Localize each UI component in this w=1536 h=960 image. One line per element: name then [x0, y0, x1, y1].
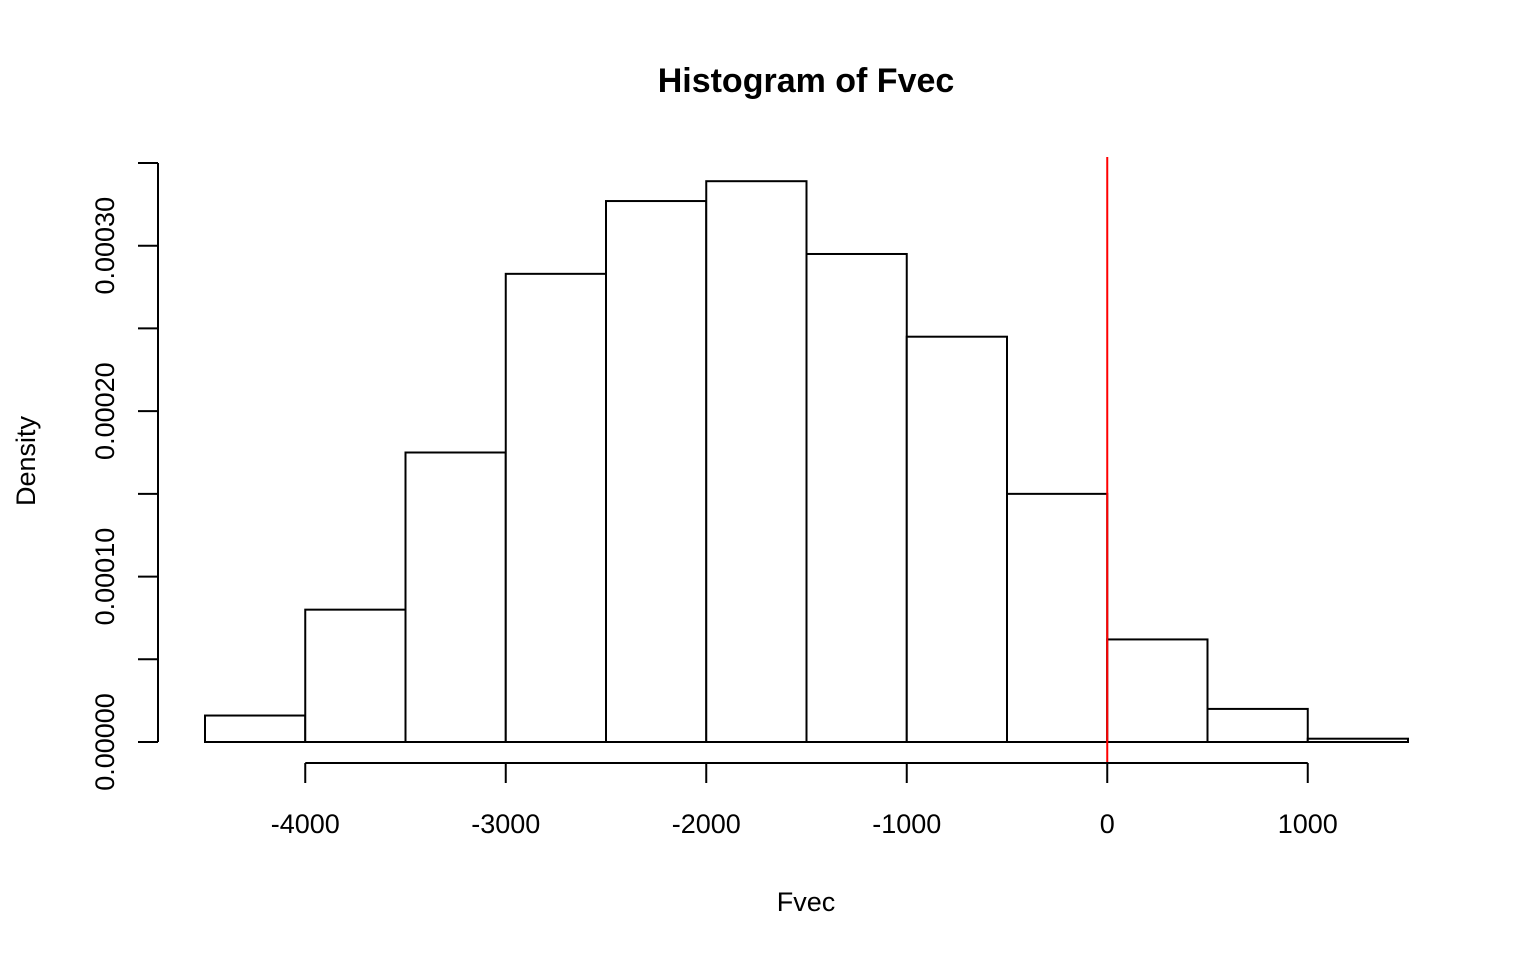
x-axis: -4000 -3000 -2000 -1000 0 1000 [271, 762, 1338, 839]
histogram-bar-8 [905, 335, 1008, 743]
histogram-bar-3 [404, 451, 507, 743]
x-tick-label: -1000 [872, 809, 941, 839]
histogram-bar-4 [504, 272, 607, 743]
histogram-bar-1 [204, 714, 307, 744]
chart-title: Histogram of Fvec [658, 62, 955, 100]
histogram-bar-6 [705, 180, 808, 743]
histogram-bar-12 [1306, 737, 1409, 743]
histogram-bar-11 [1206, 707, 1309, 744]
x-tick-label: 0 [1100, 809, 1115, 839]
histogram-bar-7 [805, 252, 908, 743]
histogram-bar-10 [1106, 638, 1209, 743]
histogram-bar-5 [605, 200, 708, 743]
y-tick-label: 0.00000 [90, 693, 120, 791]
x-axis-label: Fvec [777, 887, 836, 917]
histogram-bar-9 [1006, 492, 1109, 743]
x-tick-label: -4000 [271, 809, 340, 839]
y-tick-label: 0.00020 [90, 362, 120, 460]
x-tick-label: 1000 [1278, 809, 1338, 839]
y-axis-label: Density [11, 415, 41, 506]
y-axis: 0.00000 0.00010 0.00020 0.00030 [90, 162, 159, 791]
y-tick-label: 0.00030 [90, 197, 120, 295]
histogram-bar-2 [304, 608, 407, 744]
x-tick-label: -3000 [471, 809, 540, 839]
y-tick-label: 0.00010 [90, 528, 120, 626]
histogram-bars [204, 180, 1409, 744]
x-tick-label: -2000 [672, 809, 741, 839]
